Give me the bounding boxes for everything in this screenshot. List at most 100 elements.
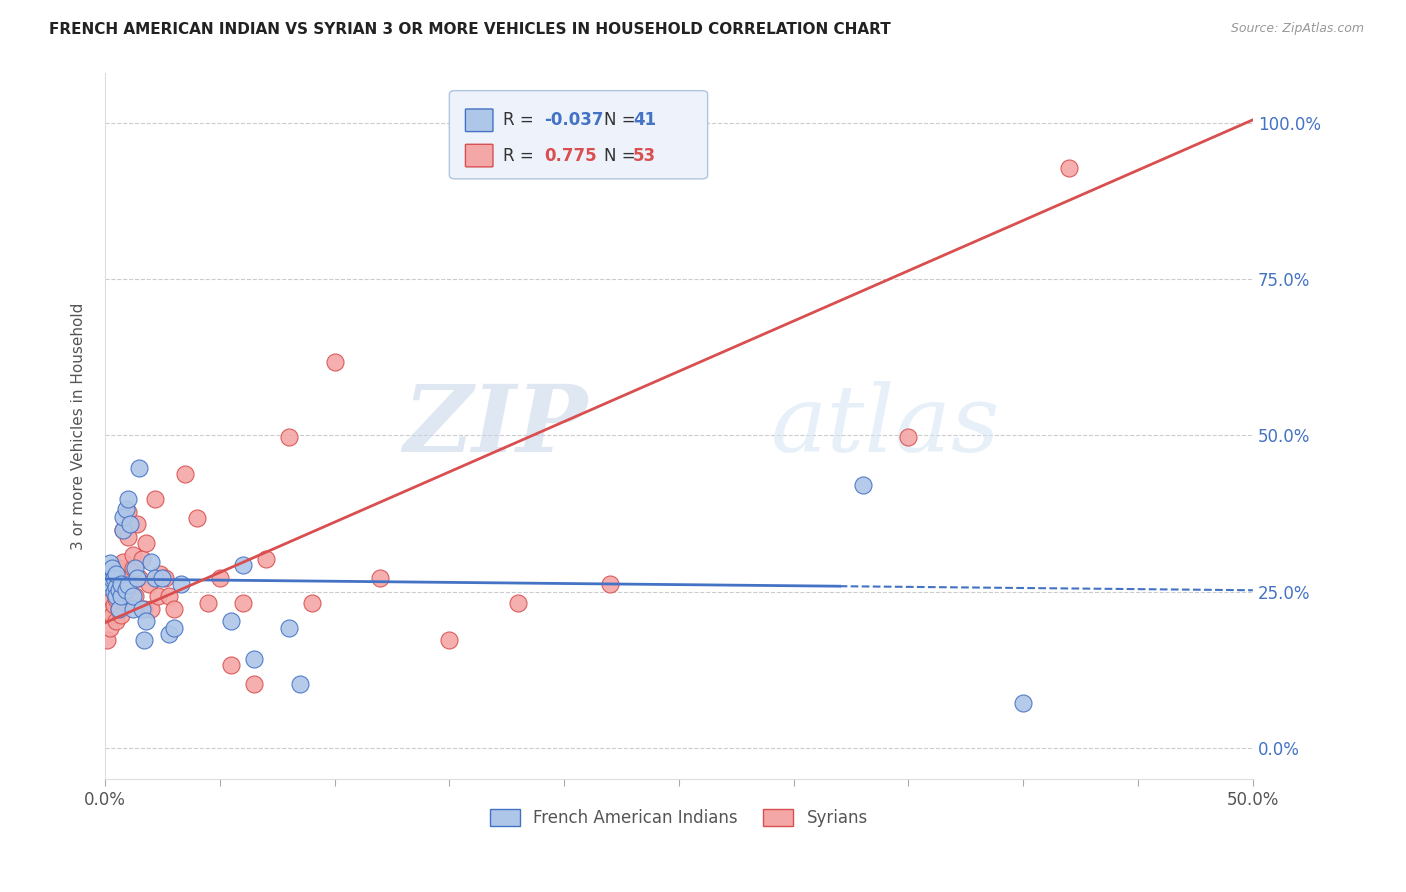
Point (139, 554, 162, 568)
Point (132, 633, 155, 648)
Point (96, 575, 118, 590)
Point (120, 516, 142, 531)
Point (105, 590, 128, 604)
Text: Source: ZipAtlas.com: Source: ZipAtlas.com (1230, 22, 1364, 36)
Point (105, 592, 128, 607)
Point (219, 658, 242, 673)
Point (323, 354, 346, 368)
Point (897, 429, 920, 443)
Point (508, 596, 530, 610)
Point (117, 577, 139, 591)
Text: ZIP: ZIP (404, 381, 588, 471)
Point (117, 504, 139, 518)
Point (145, 571, 167, 585)
Point (1012, 696, 1035, 710)
Point (103, 584, 125, 599)
Point (439, 633, 461, 648)
Point (153, 571, 176, 585)
Point (107, 561, 129, 575)
Point (145, 491, 167, 506)
Point (174, 467, 197, 481)
Point (288, 677, 311, 691)
Point (127, 516, 149, 531)
Y-axis label: 3 or more Vehicles in Household: 3 or more Vehicles in Household (72, 302, 86, 549)
Point (120, 571, 142, 585)
Text: R =: R = (503, 112, 534, 129)
Point (98, 557, 121, 571)
Point (101, 561, 124, 575)
Point (157, 627, 180, 641)
Point (277, 621, 299, 635)
Point (121, 602, 143, 616)
Point (124, 561, 146, 575)
Point (114, 596, 136, 610)
Point (370, 571, 392, 585)
Text: FRENCH AMERICAN INDIAN VS SYRIAN 3 OR MORE VEHICLES IN HOUSEHOLD CORRELATION CHA: FRENCH AMERICAN INDIAN VS SYRIAN 3 OR MO… (49, 22, 891, 37)
Point (112, 523, 135, 537)
Point (170, 577, 193, 591)
Point (150, 571, 173, 585)
Text: N =: N = (605, 146, 636, 165)
Point (98, 605, 121, 619)
Point (103, 599, 125, 613)
Point (157, 590, 180, 604)
Point (103, 571, 125, 585)
Point (110, 567, 132, 582)
Point (277, 429, 299, 443)
Point (135, 535, 157, 549)
Point (121, 590, 143, 604)
Point (232, 558, 254, 573)
Point (163, 621, 186, 635)
Point (105, 580, 128, 594)
Text: -0.037: -0.037 (544, 112, 605, 129)
Point (128, 460, 150, 475)
Point (132, 602, 155, 616)
Point (105, 615, 128, 629)
Point (98, 621, 121, 635)
Point (197, 596, 219, 610)
Point (131, 552, 153, 566)
Point (163, 602, 186, 616)
Point (121, 548, 143, 562)
Text: atlas: atlas (770, 381, 1000, 471)
Point (117, 491, 139, 506)
Point (112, 509, 135, 524)
Point (101, 572, 124, 586)
Point (851, 478, 873, 492)
Point (114, 583, 136, 598)
Point (114, 583, 136, 598)
Point (124, 590, 146, 604)
Point (208, 571, 231, 585)
Point (101, 608, 124, 623)
FancyBboxPatch shape (465, 145, 494, 167)
Point (138, 577, 160, 591)
Point (101, 592, 124, 607)
Point (114, 502, 136, 516)
FancyBboxPatch shape (465, 109, 494, 132)
Point (232, 596, 254, 610)
Point (117, 529, 139, 543)
Point (110, 608, 132, 623)
Point (103, 571, 125, 585)
Point (127, 571, 149, 585)
Point (139, 602, 162, 616)
Point (243, 652, 266, 666)
Point (219, 615, 242, 629)
Point (254, 552, 277, 566)
Point (146, 590, 169, 604)
Point (121, 561, 143, 575)
Point (243, 677, 266, 691)
Point (110, 589, 132, 603)
Point (131, 602, 153, 616)
Point (186, 510, 208, 524)
Text: 0.775: 0.775 (544, 146, 598, 165)
Point (112, 554, 135, 568)
Point (135, 615, 157, 629)
Point (112, 523, 135, 537)
Point (96, 633, 118, 648)
Point (107, 602, 129, 616)
Point (301, 596, 323, 610)
Point (1057, 161, 1080, 175)
Point (105, 567, 128, 582)
Text: 41: 41 (633, 112, 657, 129)
